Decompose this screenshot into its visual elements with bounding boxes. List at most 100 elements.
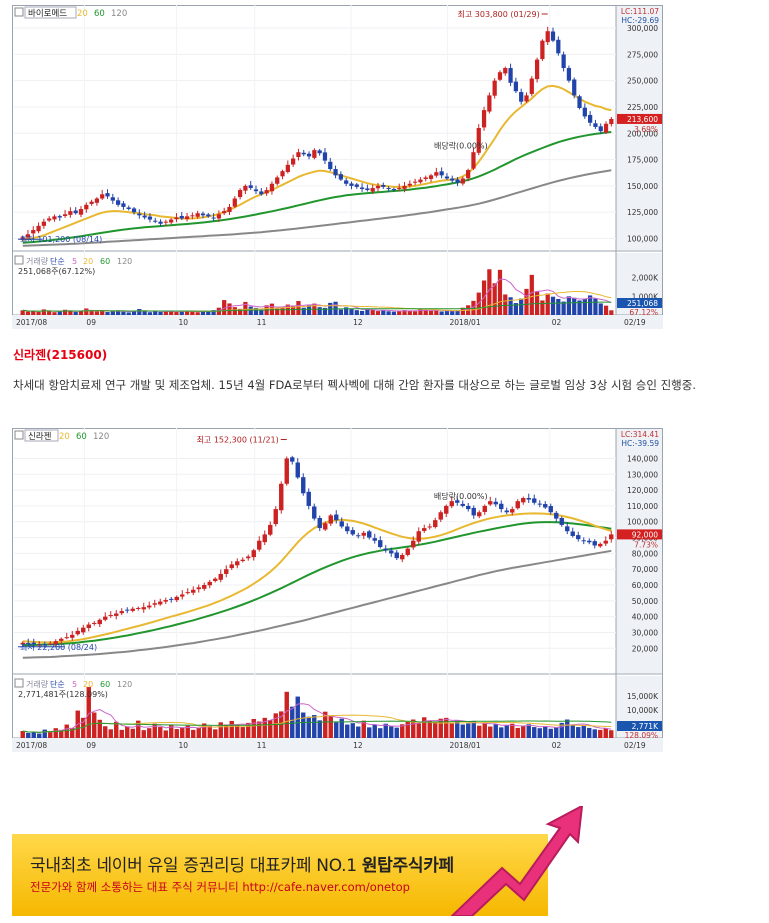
viromed-candle-body (556, 39, 561, 54)
sillajen-volume-bar (48, 731, 53, 738)
viromed-volume-bar (275, 308, 280, 315)
sillajen-volume-bar (427, 720, 432, 738)
viromed-volume-bar (582, 298, 587, 315)
viromed-candle-body (534, 59, 540, 80)
viromed-volume-bar (609, 310, 614, 315)
viromed-volume-bar (211, 310, 216, 315)
viromed-candle-body (184, 216, 190, 220)
onetop-cafe-banner[interactable]: 국내최초 네이버 유일 증권리딩 대표카페 NO.1 원탑주식카페 전문가와 함… (12, 806, 584, 916)
sillajen-candle-body (361, 532, 366, 536)
sillajen-candle-body (130, 608, 135, 611)
viromed-volume-bar (137, 309, 142, 315)
sillajen-volume-bar (114, 721, 119, 738)
viromed-volume-bar (460, 307, 465, 315)
viromed-y-tick-label: 100,000 (627, 234, 658, 243)
sillajen-volume-bar (433, 721, 438, 738)
sillajen-low-annotation: 최저 22,200 (08/24) (20, 642, 97, 652)
sillajen-x-tick-label: 02/19 (624, 741, 646, 750)
sillajen-volume-ma-period: 60 (100, 680, 110, 689)
sillajen-volume-bar (521, 725, 526, 738)
sillajen-hc-label: HC:-39.59 (621, 439, 659, 448)
viromed-candle-body (524, 95, 529, 102)
sillajen-candle-body (383, 548, 388, 551)
viromed-candle-body (434, 172, 439, 176)
sillajen-y-tick-label: 30,000 (632, 628, 658, 637)
viromed-volume-bar (439, 311, 444, 315)
viromed-y-tick-label: 125,000 (627, 208, 658, 217)
viromed-volume-bar (349, 308, 354, 315)
viromed-x-tick-label: 02/19 (624, 318, 646, 327)
viromed-candle-body (153, 220, 158, 222)
sillajen-lc-label: LC:314.41 (621, 430, 659, 439)
viromed-candle-body (418, 179, 423, 183)
sillajen-volume-bar (218, 722, 223, 738)
viromed-volume-bar (237, 308, 243, 315)
viromed-volume-ma-period: 20 (83, 257, 93, 266)
viromed-volume-bar (412, 311, 418, 315)
sillajen-volume-bar (317, 720, 322, 738)
viromed-volume-bar (41, 309, 46, 315)
viromed-candle-body (100, 194, 105, 199)
viromed-volume-bar (259, 309, 264, 315)
sillajen-volume-bar (31, 732, 36, 738)
sillajen-candle-body (328, 515, 333, 524)
sillajen-candle-body (466, 505, 471, 510)
sillajen-volume-bar (603, 728, 608, 738)
viromed-volume-bar (375, 311, 381, 315)
sillajen-volume-bar (394, 727, 399, 738)
sillajen-candle-body (290, 457, 295, 462)
sillajen-candle-body (592, 541, 597, 546)
viromed-volume-bar (222, 300, 227, 315)
viromed-candle-body (41, 221, 46, 226)
viromed-volume-current: 251,068주(67.12%) (18, 267, 95, 276)
viromed-volume-bar (423, 309, 428, 315)
sillajen-volume-bar (97, 719, 102, 738)
sillajen-candle-body (207, 581, 212, 586)
viromed-x-tick-label: 02 (552, 318, 562, 327)
viromed-x-tick-label: 11 (257, 318, 267, 327)
sillajen-volume-bar (70, 727, 75, 738)
sillajen-volume-bar (493, 724, 498, 738)
viromed-volume-bar (561, 301, 566, 315)
viromed-volume-bar (428, 310, 434, 315)
sillajen-last-price: 92,000 (632, 530, 658, 539)
sillajen-candle-body (301, 477, 306, 494)
viromed-volume-bar (232, 307, 237, 315)
viromed-candle-body (280, 171, 285, 177)
viromed-candle-body (232, 198, 237, 207)
viromed-candle-body (312, 150, 317, 158)
sillajen-volume-bar (378, 728, 383, 738)
viromed-candle-body (78, 209, 84, 215)
sillajen-volume-bar (185, 725, 190, 738)
sillajen-candle-body (185, 592, 190, 594)
sillajen-y-tick-label: 80,000 (632, 549, 658, 558)
viromed-volume-menu-icon (14, 255, 24, 265)
viromed-candle-body (375, 185, 381, 189)
sillajen-volume-bar (411, 719, 416, 738)
viromed-candle-body (561, 54, 566, 69)
sillajen-candle-body (141, 607, 146, 610)
viromed-volume-bar (397, 310, 402, 315)
viromed-lc-label: LC:111.07 (621, 7, 659, 16)
sillajen-volume-bar (438, 718, 443, 738)
sillajen-volume-bar (455, 720, 460, 738)
viromed-candle-body (195, 213, 200, 217)
viromed-candle-body (163, 221, 168, 223)
sillajen-volume-bar (405, 721, 410, 738)
sillajen-candle-body (526, 498, 531, 500)
viromed-volume-bar (598, 303, 603, 315)
sillajen-candle-body (548, 506, 553, 513)
sillajen-y-tick-label: 130,000 (627, 470, 658, 479)
sillajen-volume-bar (499, 727, 504, 738)
viromed-candle-body (412, 181, 418, 183)
sillajen-volume-ma-period: 20 (83, 680, 93, 689)
viromed-volume-bar (402, 310, 407, 315)
sillajen-dividend-annotation: 배당락(0.00%) (434, 491, 488, 501)
sillajen-volume-bar (504, 725, 509, 738)
viromed-legend-period: 60 (94, 9, 105, 19)
sillajen-candle-body (603, 540, 608, 544)
viromed-last-price: 213,600 (627, 115, 658, 124)
sillajen-volume-bar (163, 730, 168, 738)
sillajen-volume-bar (268, 720, 273, 738)
banner-subline: 전문가와 함께 소통하는 대표 주식 커뮤니티 http://cafe.nave… (30, 880, 410, 894)
